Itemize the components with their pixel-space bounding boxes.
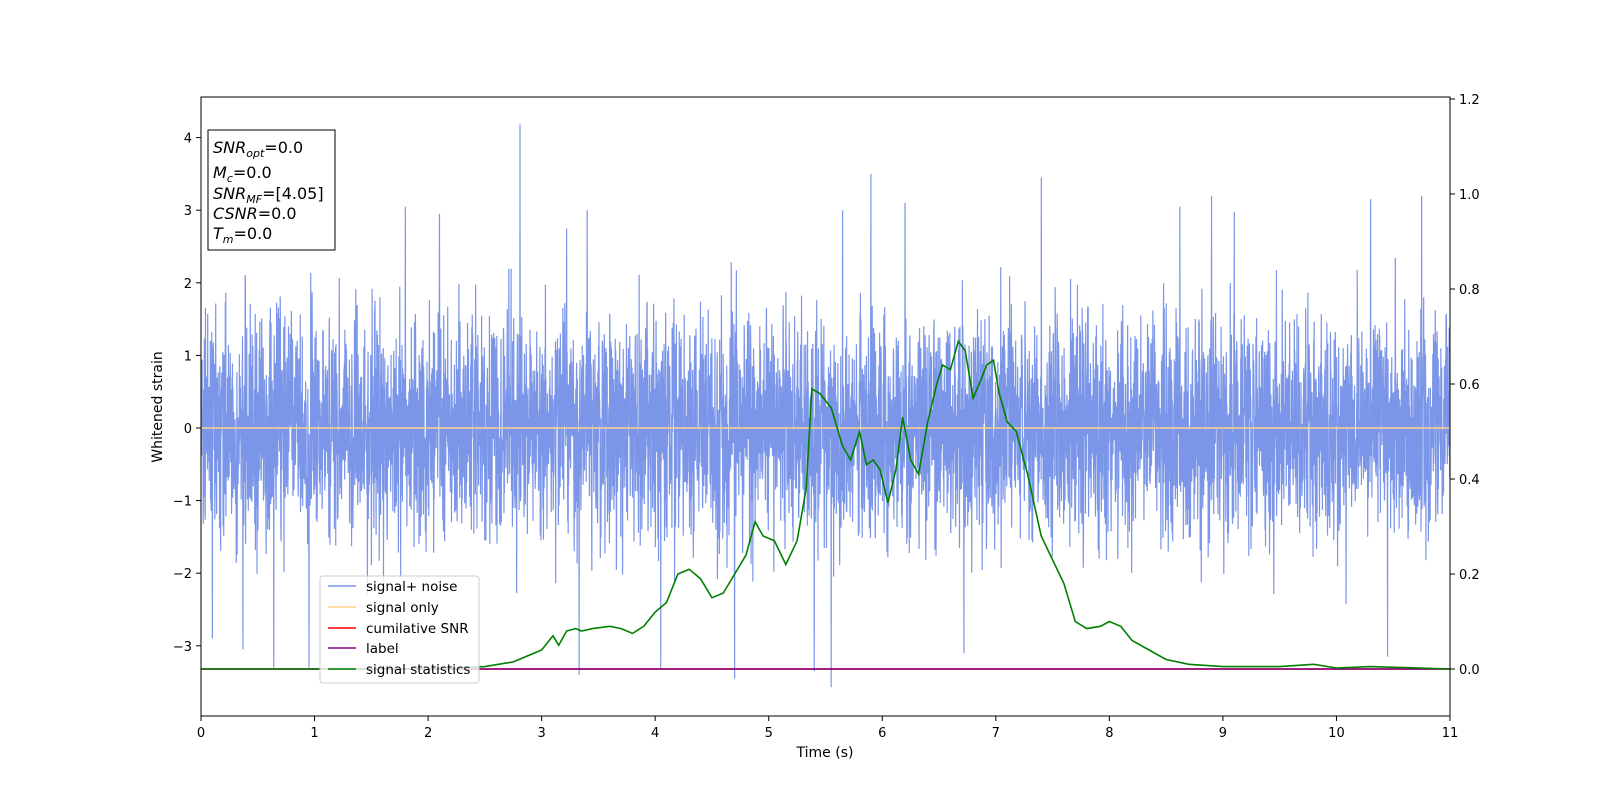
legend-entry-label: label xyxy=(328,641,399,657)
x-axis-label: Time (s) xyxy=(796,745,854,761)
info-line-mc: Mc=0.0 xyxy=(213,163,272,185)
info-line-csnr: CSNR=0.0 xyxy=(213,204,297,223)
x-tick-label: 5 xyxy=(765,726,773,741)
noise-layer xyxy=(201,124,1450,688)
y-left-tick-label: 0 xyxy=(184,422,192,437)
legend-label-signal-noise: signal+ noise xyxy=(366,579,457,595)
x-tick-label: 6 xyxy=(878,726,886,741)
x-tick-label: 3 xyxy=(537,726,545,741)
x-tick-label: 2 xyxy=(424,726,432,741)
info-box-frame xyxy=(207,129,336,251)
x-tick-label: 9 xyxy=(1219,726,1227,741)
y-right-tick-label: 0.4 xyxy=(1459,473,1480,488)
y-left-tick-label: −1 xyxy=(173,495,192,510)
series-line-signal-noise xyxy=(201,124,1450,688)
legend-entry-signal-noise: signal+ noise xyxy=(328,579,457,595)
y-right-tick-label: 0.8 xyxy=(1459,283,1480,298)
y-left-tick-label: 3 xyxy=(184,204,192,219)
y-right-tick-label: 0.0 xyxy=(1459,663,1480,678)
legend-label-cumilative-snr: cumilative SNR xyxy=(366,621,469,637)
plot-frame xyxy=(200,96,1451,717)
series-line-signal-statistics xyxy=(201,339,1450,670)
y-axis-label-left: Whitened strain xyxy=(150,351,166,462)
legend-entry-cumilative-snr: cumilative SNR xyxy=(328,621,469,637)
x-tick-label: 8 xyxy=(1105,726,1113,741)
y-left-tick-label: −2 xyxy=(173,567,192,582)
y-left-tick-label: −3 xyxy=(173,640,192,655)
legend-entry-signal-statistics: signal statistics xyxy=(328,662,470,678)
y-left-tick-label: 4 xyxy=(184,132,192,147)
legend-label-label: label xyxy=(366,641,399,657)
x-tick-label: 0 xyxy=(197,726,205,741)
y-right-tick-label: 0.2 xyxy=(1459,568,1480,583)
info-line-snr-mf: SNRMF=[4.05] xyxy=(213,184,324,206)
tick-layer: 0 1 2 3 4 5 6 7 8 9 10 1143210−1−2−31.21.00.80.60.4… xyxy=(173,93,1480,741)
x-tick-label: 10 xyxy=(1328,726,1345,741)
x-tick-label: 7 xyxy=(992,726,1000,741)
legend-entry-signal-only: signal only xyxy=(328,600,439,616)
x-tick-label: 1 xyxy=(310,726,318,741)
x-tick-label: 11 xyxy=(1442,726,1459,741)
info-line-snr-opt: SNRopt=0.0 xyxy=(213,138,303,160)
y-right-tick-label: 1.0 xyxy=(1459,188,1480,203)
legend-label-signal-statistics: signal statistics xyxy=(366,662,470,678)
y-left-tick-label: 2 xyxy=(184,277,192,292)
legend: signal+ noise signal only cumilative SNR… xyxy=(319,575,480,684)
y-right-tick-label: 1.2 xyxy=(1459,93,1480,108)
legend-label-signal-only: signal only xyxy=(366,600,439,616)
x-tick-label: 4 xyxy=(651,726,659,741)
info-box: SNRopt=0.0 Mc=0.0 SNRMF=[4.05] CSNR=0.0 … xyxy=(207,129,336,251)
info-line-tm: Tm=0.0 xyxy=(213,224,272,246)
legend-frame xyxy=(319,575,480,684)
y-right-tick-label: 0.6 xyxy=(1459,378,1480,393)
y-left-tick-label: 1 xyxy=(184,349,192,364)
